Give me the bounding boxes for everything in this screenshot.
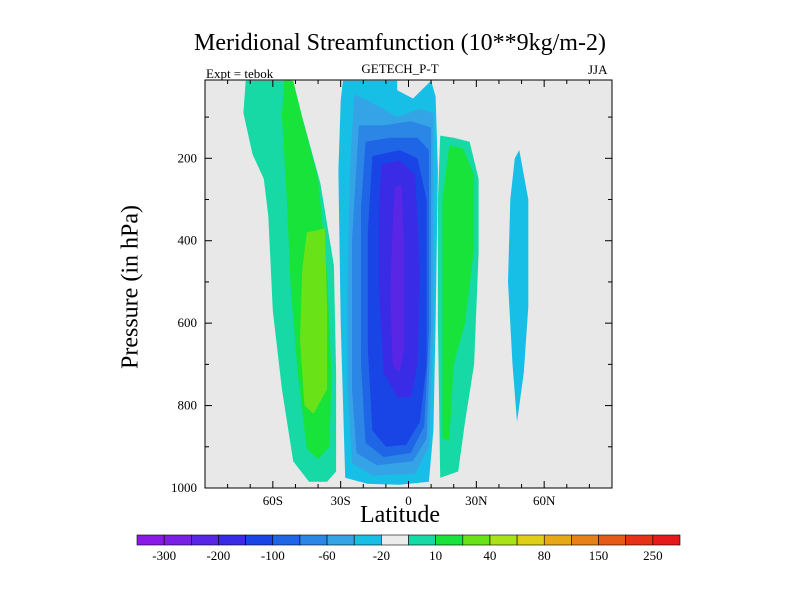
colorbar-label: 150 [589,548,609,563]
experiment-label: Expt = tebok [206,66,274,81]
colorbar-label: -200 [206,548,230,563]
colorbar-label: -20 [373,548,390,563]
colorbar-swatch [435,534,464,546]
colorbar-swatch [353,534,382,546]
colorbar-swatch [408,534,436,546]
contour-region-neg-core [390,185,404,373]
colorbar-label: 80 [538,548,551,563]
x-tick-label: 0 [405,493,412,508]
colorbar-swatch [516,534,545,546]
colorbar-swatch [652,534,681,546]
contour-region-southern-pos-80 [300,228,328,414]
colorbar-swatch [571,534,599,546]
colorbar-swatch [625,534,654,546]
colorbar-label: -100 [261,548,285,563]
colorbar-swatch [163,534,192,546]
colorbar-swatch [543,534,572,546]
y-tick-label: 600 [178,315,198,330]
colorbar-swatch [598,534,626,546]
y-tick-label: 1000 [171,480,197,495]
colorbar-swatch [326,534,355,546]
colorbar-swatch [245,534,274,546]
colorbar-label: 250 [643,548,663,563]
colorbar-label: 40 [483,548,496,563]
colorbar-swatch [462,534,491,546]
colorbar-label: -300 [152,548,176,563]
season-label: JJA [588,62,608,77]
colorbar-swatch [136,534,165,546]
contour-region-northern-pos-40 [442,145,475,441]
contour-region-northern-neg-cell [508,150,529,423]
colorbar-swatch [218,534,246,546]
colorbar-swatch [489,534,518,546]
colorbar-label: 10 [429,548,442,563]
y-tick-label: 400 [178,233,198,248]
chart-title: Meridional Streamfunction (10**9kg/m-2) [194,30,606,56]
y-tick-label: 200 [178,150,198,165]
chart-subtitle: GETECH_P-T [361,61,439,76]
y-tick-label: 800 [178,398,198,413]
colorbar-swatch [299,534,328,546]
x-axis-title: Latitude [360,502,440,528]
colorbar-swatch [272,534,301,546]
x-tick-label: 60S [263,493,283,508]
colorbar-swatch [191,534,219,546]
x-tick-label: 30N [465,493,488,508]
x-tick-label: 60N [533,493,556,508]
x-tick-label: 30S [331,493,351,508]
colorbar-label: -60 [318,548,335,563]
colorbar-swatch [381,534,409,546]
